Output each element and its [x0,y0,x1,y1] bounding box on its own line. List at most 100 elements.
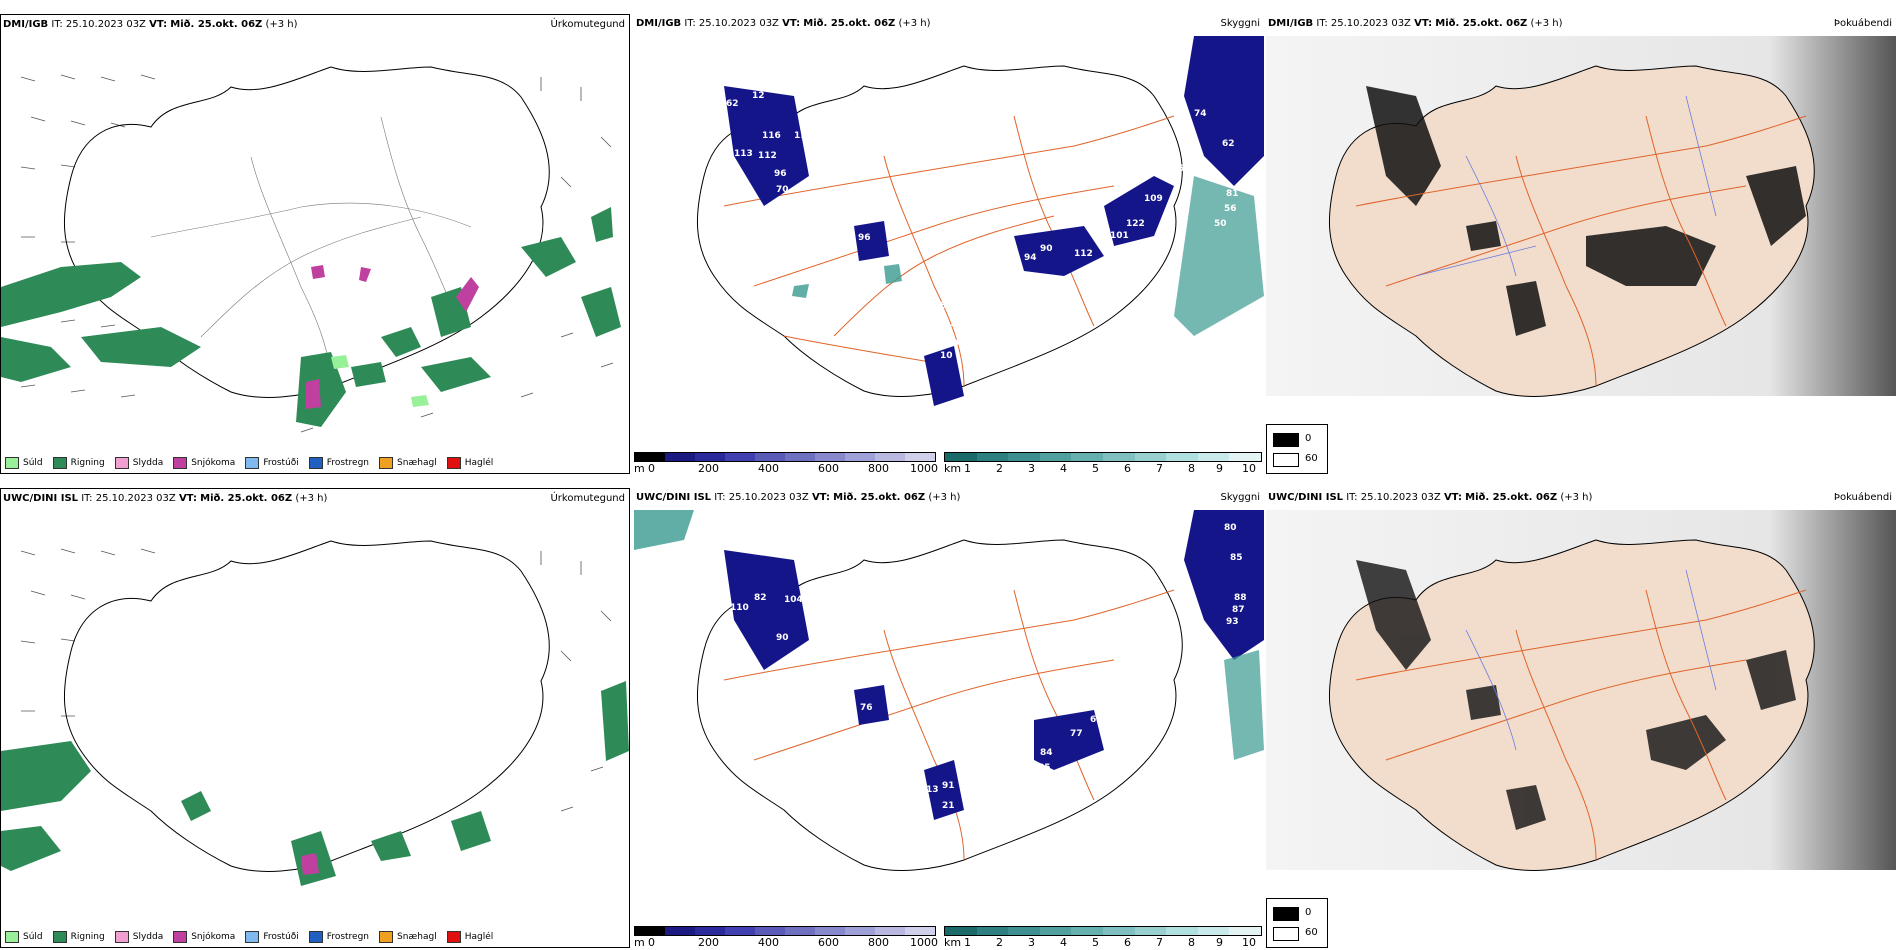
precip-panel-uwc: UWC/DINI ISL IT: 25.10.2023 03Z VT: Mið.… [0,488,630,948]
svg-text:82: 82 [754,593,767,603]
svg-text:81: 81 [1226,189,1239,199]
fog-panel-dmi: DMI/IGB IT: 25.10.2023 03Z VT: Mið. 25.o… [1266,14,1896,474]
colorbar-strip [634,452,936,462]
svg-text:74: 74 [1194,109,1207,119]
panel-header: UWC/DINI ISL IT: 25.10.2023 03Z VT: Mið.… [636,492,961,503]
svg-text:76: 76 [860,703,873,713]
panel-header: UWC/DINI ISL IT: 25.10.2023 03Z VT: Mið.… [1268,492,1593,503]
legend-item: Súld [5,931,43,943]
svg-text:88: 88 [1234,593,1247,603]
svg-text:80: 80 [1224,523,1237,533]
svg-text:15: 15 [944,319,957,329]
svg-text:104: 104 [784,595,803,605]
fog-legend: 0 60 [1266,898,1328,948]
svg-text:94: 94 [1024,253,1037,263]
svg-text:70: 70 [1134,663,1147,673]
panel-header: DMI/IGB IT: 25.10.2023 03Z VT: Mið. 25.o… [1268,18,1563,29]
legend-item: Snæhagl [379,931,437,943]
legend-item: Rigning [52,457,105,469]
legend-swatch [5,931,19,943]
svg-text:55: 55 [1172,164,1185,174]
panel-title: Þokuábendi [1833,492,1892,503]
svg-text:90: 90 [1040,244,1053,254]
svg-text:21: 21 [910,213,923,223]
svg-text:96: 96 [774,169,787,179]
legend-item: Rigning [52,931,105,943]
svg-text:73: 73 [1122,683,1135,693]
panel-title: Úrkomutegund [550,19,625,30]
legend-swatch [114,931,129,943]
legend-swatch [52,931,67,943]
svg-text:85: 85 [1038,763,1051,773]
svg-text:113: 113 [734,149,753,159]
svg-text:50: 50 [1214,219,1227,229]
legend-swatch [1273,433,1299,447]
legend-swatch [379,457,394,469]
legend-item: Snjókoma [173,457,235,469]
precip-legend: Súld Rigning Slydda Snjókoma Frostúði Fr… [5,931,493,943]
fog-map [1266,36,1896,397]
legend-item: Frostúði [245,457,299,469]
svg-text:12: 12 [752,91,765,101]
legend-swatch [173,931,188,943]
panel-header: DMI/IGB IT: 25.10.2023 03Z VT: Mið. 25.o… [3,19,298,30]
panel-header: DMI/IGB IT: 25.10.2023 03Z VT: Mið. 25.o… [636,18,931,29]
precip-legend: Súld Rigning Slydda Snjókoma Frostúði Fr… [5,457,493,469]
panel-header: UWC/DINI ISL IT: 25.10.2023 03Z VT: Mið.… [3,493,328,504]
svg-text:112: 112 [1074,249,1093,259]
svg-text:80: 80 [940,301,953,311]
svg-text:87: 87 [1232,605,1245,615]
legend-swatch [308,931,323,943]
svg-text:110: 110 [730,603,749,613]
svg-text:70: 70 [830,187,843,197]
legend-swatch [52,457,67,469]
legend-item: Slydda [114,457,163,469]
svg-text:85: 85 [1230,553,1243,563]
legend-item: Snjókoma [173,931,235,943]
svg-text:70: 70 [776,185,789,195]
svg-text:90: 90 [776,633,789,643]
legend-swatch [308,457,323,469]
panel-title: Þokuábendi [1833,18,1892,29]
svg-text:96: 96 [858,233,871,243]
svg-text:13: 13 [926,785,939,795]
fog-legend: 0 60 [1266,424,1328,474]
svg-text:34: 34 [1174,74,1187,84]
legend-swatch [446,457,461,469]
svg-text:98: 98 [860,213,873,223]
legend-swatch [245,457,260,469]
legend-swatch [173,457,188,469]
svg-text:122: 122 [1126,219,1145,229]
svg-text:101: 101 [1110,231,1129,241]
legend-swatch [379,931,394,943]
panel-title: Skyggni [1220,492,1260,503]
legend-swatch [1273,453,1299,467]
panel-title: Skyggni [1220,18,1260,29]
svg-text:110: 110 [940,339,959,349]
colorbar-strip [944,926,1262,936]
fog-map [1266,510,1896,871]
visibility-colorbar: km 1 2 3 4 5 6 7 8 9 10 [944,926,1262,949]
legend-item: Slydda [114,931,163,943]
svg-text:56: 56 [1224,204,1237,214]
svg-text:93: 93 [1226,617,1239,627]
colorbar-strip [634,926,936,936]
svg-text:10: 10 [940,351,953,361]
svg-text:77: 77 [1070,729,1083,739]
legend-swatch [114,457,129,469]
legend-swatch [446,931,461,943]
cloud-map: 62 12 116 111 113 112 96 70 70 98 96 21 … [697,36,1264,406]
svg-text:116: 116 [762,131,781,141]
svg-text:112: 112 [758,151,777,161]
svg-text:111: 111 [794,131,813,141]
visibility-colorbar: km 1 2 3 4 5 6 7 8 9 10 [944,452,1262,475]
svg-text:62: 62 [1222,139,1235,149]
cloud-map: 80 85 88 87 93 82 104 110 90 76 77 68 84… [634,510,1264,871]
legend-item: Frostregn [308,931,369,943]
svg-text:62: 62 [726,99,739,109]
legend-item: Súld [5,457,43,469]
precip-map [1,540,629,886]
precip-map [1,66,621,433]
cloud-base-colorbar: m 0 200 400 600 800 1000 [634,926,938,949]
svg-text:84: 84 [1040,748,1053,758]
